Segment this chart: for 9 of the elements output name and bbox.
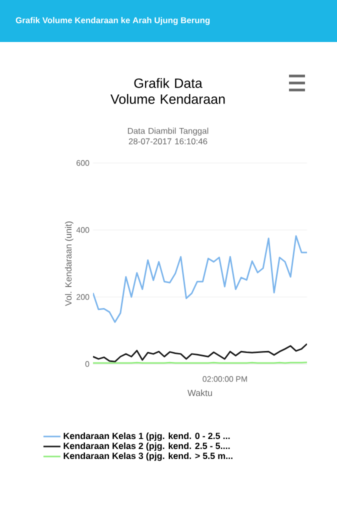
x-axis-title: Waktu <box>188 390 212 396</box>
legend-label: Kendaraan Kelas 1 (pjg. kend. 0 - 2.5 ... <box>64 432 230 441</box>
chart-title: Grafik Data Volume Kendaraan <box>110 78 225 104</box>
y-axis-title: Vol. Kendaraan (unit) <box>64 222 74 306</box>
legend-label: Kendaraan Kelas 3 (pjg. kend. > 5.5 m... <box>64 452 232 461</box>
line-series <box>93 235 307 323</box>
text: Grafik Volume Kendaraan ke Arah Ujung Berung <box>16 17 210 25</box>
chart-subtitle: Data Diambil Tanggal 28-07-2017 16:10:46 <box>128 128 208 144</box>
legend-label: Kendaraan Kelas 2 (pjg. kend. 2.5 - 5.... <box>64 442 230 451</box>
